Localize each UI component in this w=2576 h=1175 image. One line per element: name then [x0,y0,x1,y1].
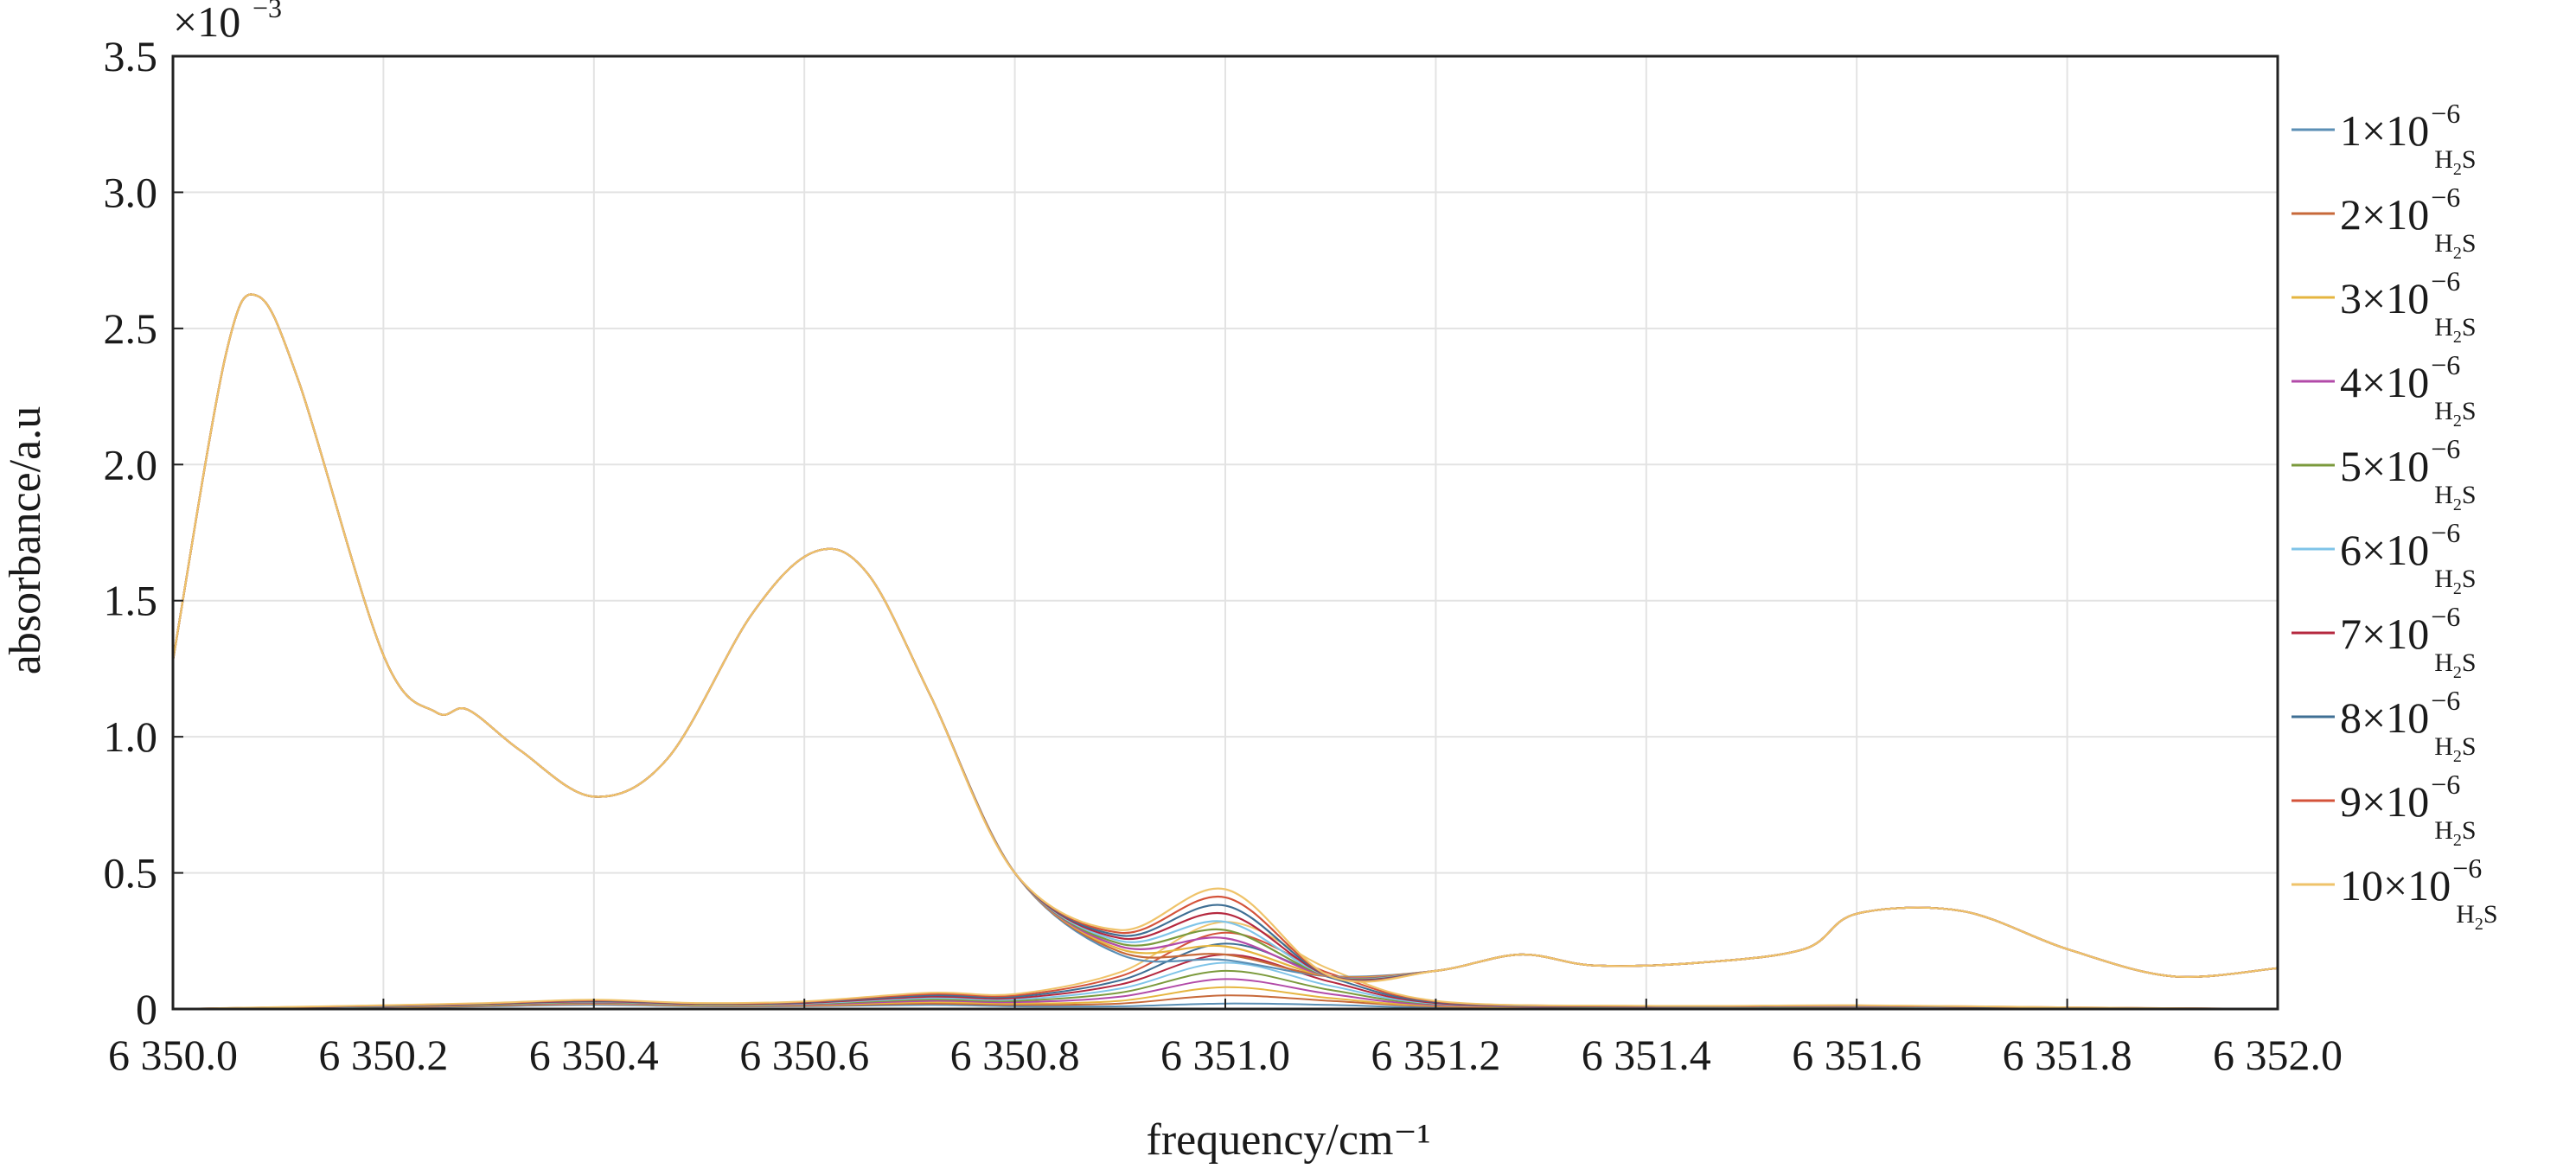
legend-exponent: −6 [2431,349,2460,380]
legend-subscript-digit: 2 [2453,831,2462,850]
legend-subscript: H [2434,565,2453,593]
y-multiplier-base: ×10 [173,0,240,46]
legend-label: 6×10 [2340,526,2429,574]
legend-subscript-digit: 2 [2453,663,2462,682]
legend-subscript-tail: S [2462,229,2477,258]
x-tick-label: 6 350.4 [529,1031,659,1079]
x-tick-label: 6 352.0 [2213,1031,2343,1079]
legend-entry-8: 8×10 −6 H 2 S [2292,685,2477,766]
legend-label: 9×10 [2340,777,2429,826]
x-tick-label: 6 351.8 [2003,1031,2132,1079]
y-multiplier: ×10 −3 [173,0,282,46]
legend-subscript: H [2434,816,2453,845]
legend-subscript: H [2434,313,2453,342]
legend-subscript-tail: S [2462,481,2477,509]
y-multiplier-exponent: −3 [252,0,282,23]
legend-exponent: −6 [2431,517,2460,548]
legend-subscript: H [2456,900,2475,929]
grid [172,55,2279,1010]
y-axis-title: absorbance/a.u [1,406,50,674]
y-tick-label: 1.5 [104,577,158,625]
legend: 1×10 −6H 2 S2×10 −6H 2 S3×10 −6H 2 S4×10 −6H 2 S5×10… [2292,98,2498,934]
legend-entry-1: 1×10 −6 H 2 S [2292,98,2477,179]
series-lines [171,293,2279,983]
legend-entry-10: 10×10 −6 H 2 S [2292,853,2498,934]
legend-subscript-tail: S [2462,397,2477,425]
legend-label: 5×10 [2340,442,2429,490]
legend-subscript-digit: 2 [2475,915,2483,934]
y-tick-label: 2.5 [104,304,158,353]
y-tick-label: 2.0 [104,440,158,489]
x-tick-label: 6 350.8 [950,1031,1080,1079]
legend-exponent: −6 [2431,685,2460,716]
legend-entry-2: 2×10 −6 H 2 S [2292,182,2477,263]
y-tick-label: 3.5 [104,32,158,80]
y-tick-label: 3.0 [104,168,158,216]
legend-subscript-digit: 2 [2453,495,2462,514]
legend-entry-9: 9×10 −6 H 2 S [2292,769,2477,850]
legend-subscript-tail: S [2462,145,2477,174]
legend-label: 7×10 [2340,610,2429,658]
legend-label: 4×10 [2340,358,2429,406]
component-lines [172,921,2279,1010]
legend-subscript: H [2434,481,2453,509]
legend-subscript-tail: S [2462,648,2477,677]
legend-subscript: H [2434,648,2453,677]
legend-exponent: −6 [2431,769,2460,800]
x-axis-ticks: 6 350.0 6 350.2 6 350.4 6 350.6 6 350.8 6 351… [108,999,2343,1079]
legend-subscript-tail: S [2462,313,2477,342]
legend-subscript: H [2434,229,2453,258]
x-tick-label: 6 350.6 [739,1031,869,1079]
legend-label: 3×10 [2340,274,2429,322]
legend-subscript-tail: S [2462,565,2477,593]
x-tick-label: 6 351.4 [1582,1031,1711,1079]
legend-label: 1×10 [2340,106,2429,155]
x-tick-label: 6 351.2 [1371,1031,1500,1079]
x-tick-label: 6 350.0 [108,1031,238,1079]
legend-exponent: −6 [2431,182,2460,213]
legend-subscript-tail: S [2462,732,2477,761]
legend-exponent: −6 [2431,265,2460,297]
y-tick-label: 0 [136,985,157,1033]
x-tick-label: 6 351.0 [1160,1031,1290,1079]
legend-label: 8×10 [2340,693,2429,742]
legend-entry-5: 5×10 −6 H 2 S [2292,433,2477,514]
y-tick-label: 0.5 [104,849,158,897]
y-axis-ticks: 0 0.5 1.0 1.5 2.0 2.5 3.0 3.5 [104,32,183,1033]
legend-subscript-digit: 2 [2453,412,2462,431]
legend-exponent: −6 [2431,601,2460,632]
legend-subscript-digit: 2 [2453,244,2462,263]
legend-subscript-digit: 2 [2453,579,2462,598]
legend-subscript-digit: 2 [2453,747,2462,766]
legend-label: 10×10 [2340,861,2451,910]
legend-subscript: H [2434,732,2453,761]
legend-entry-4: 4×10 −6 H 2 S [2292,349,2477,431]
legend-entry-3: 3×10 −6 H 2 S [2292,265,2477,347]
legend-label: 2×10 [2340,190,2429,239]
legend-entry-6: 6×10 −6 H 2 S [2292,517,2477,598]
x-tick-label: 6 351.6 [1792,1031,1921,1079]
y-tick-label: 1.0 [104,712,158,761]
x-tick-label: 6 350.2 [318,1031,448,1079]
legend-subscript: H [2434,397,2453,425]
series-line-10 [171,293,2279,983]
legend-subscript-digit: 2 [2453,328,2462,347]
component-line-10 [172,921,2279,1010]
legend-entry-7: 7×10 −6 H 2 S [2292,601,2477,682]
legend-exponent: −6 [2452,853,2482,884]
x-axis-title: frequency/cm⁻¹ [1147,1115,1431,1165]
legend-exponent: −6 [2431,433,2460,464]
legend-subscript-tail: S [2462,816,2477,845]
legend-subscript-tail: S [2483,900,2498,929]
legend-subscript-digit: 2 [2453,160,2462,179]
legend-subscript: H [2434,145,2453,174]
legend-exponent: −6 [2431,98,2460,129]
